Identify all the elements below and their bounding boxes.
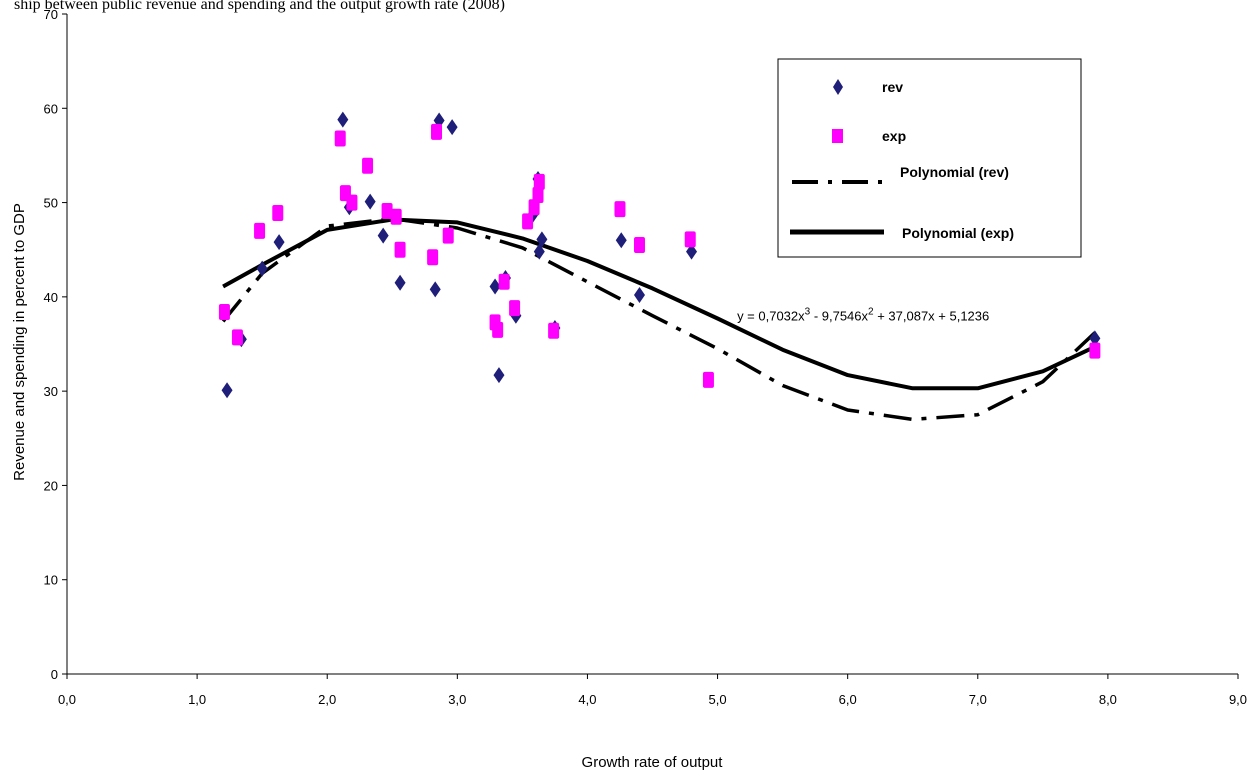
x-tick-label: 7,0	[969, 692, 987, 707]
equation-exp2: 2	[868, 306, 874, 317]
exp-point	[528, 199, 540, 216]
y-tick-label: 30	[44, 384, 58, 399]
x-axis-title: Growth rate of output	[582, 754, 724, 771]
y-tick-label: 10	[44, 573, 58, 588]
legend-poly-exp-label: Polynomial (exp)	[902, 225, 1014, 241]
exp-point	[272, 204, 284, 221]
exp-point	[381, 203, 393, 220]
exp-point	[532, 187, 544, 204]
y-ticks: 0 10 20 30 40 50 60 70	[44, 7, 67, 682]
x-tick-label: 6,0	[839, 692, 857, 707]
exp-point	[390, 208, 402, 225]
equation-mid: - 9,7546x	[810, 308, 868, 323]
exp-point	[254, 222, 266, 239]
rev-point	[633, 286, 645, 303]
exp-point	[492, 321, 504, 338]
exp-point	[334, 130, 346, 147]
rev-point	[221, 382, 233, 399]
legend-poly-rev-label: Polynomial (rev)	[900, 164, 1009, 180]
equation-prefix: y = 0,7032x	[737, 308, 805, 323]
exp-point	[427, 249, 439, 266]
legend-rev-label: rev	[882, 79, 903, 95]
exp-point	[394, 241, 406, 258]
rev-point	[489, 278, 501, 295]
rev-point	[493, 367, 505, 384]
exp-point	[533, 173, 545, 190]
exp-point	[431, 123, 443, 140]
top-caption: ship between public revenue and spending…	[14, 0, 505, 13]
rev-point	[433, 112, 445, 129]
rev-point	[536, 231, 548, 248]
exp-point	[346, 194, 358, 211]
x-tick-label: 5,0	[709, 692, 727, 707]
legend-exp-label: exp	[882, 128, 906, 144]
rev-point	[615, 232, 627, 249]
trendline-equation: y = 0,7032x3 - 9,7546x2 + 37,087x + 5,12…	[737, 306, 989, 323]
y-tick-label: 70	[44, 7, 58, 22]
x-tick-label: 9,0	[1229, 692, 1247, 707]
rev-point	[446, 119, 458, 136]
data-points	[218, 111, 1101, 399]
exp-point	[218, 303, 230, 320]
rev-point	[377, 227, 389, 244]
plot-area: 0 10 20 30 40 50 60 70 0,0 1,0 2,0 3,0 4,0 5,0 6,0 7,0…	[44, 7, 1248, 707]
exp-point	[522, 213, 534, 230]
legend-rev-marker	[833, 79, 843, 95]
y-tick-label: 40	[44, 290, 58, 305]
exp-point	[614, 201, 626, 218]
exp-point	[633, 237, 645, 253]
y-tick-label: 50	[44, 196, 58, 211]
legend: rev exp Polynomial (rev) Polynomial (exp…	[777, 58, 1082, 258]
trend-lines	[221, 216, 1097, 422]
x-ticks: 0,0 1,0 2,0 3,0 4,0 5,0 6,0 7,0 8,0 9,0	[58, 674, 1247, 707]
rev-point	[273, 234, 285, 251]
exp-point	[548, 322, 560, 339]
trend-line-rev	[221, 216, 1097, 422]
exp-point	[702, 371, 714, 388]
exp-point	[498, 273, 510, 290]
y-tick-label: 0	[51, 667, 58, 682]
rev-point	[394, 274, 406, 291]
rev-point	[256, 260, 268, 277]
rev-point	[364, 193, 376, 210]
legend-box	[777, 58, 1082, 258]
rev-point	[1089, 330, 1101, 347]
exp-point	[442, 227, 454, 244]
exp-point	[231, 329, 243, 346]
legend-exp-marker	[832, 129, 843, 143]
rev-point	[337, 111, 349, 128]
x-tick-label: 2,0	[318, 692, 336, 707]
x-tick-label: 1,0	[188, 692, 206, 707]
rev-point	[533, 243, 545, 260]
x-tick-label: 4,0	[578, 692, 596, 707]
x-tick-label: 0,0	[58, 692, 76, 707]
exp-point	[509, 300, 521, 317]
exp-point	[362, 157, 374, 174]
exp-point	[684, 231, 696, 248]
exp-point	[1089, 342, 1101, 359]
equation-exp1: 3	[805, 306, 811, 317]
rev-point	[429, 281, 441, 298]
equation-suffix: + 37,087x + 5,1236	[874, 308, 990, 323]
x-tick-label: 3,0	[448, 692, 466, 707]
trend-line-exp	[222, 217, 1096, 391]
x-tick-label: 8,0	[1099, 692, 1117, 707]
y-axis-title: Revenue and spending in percent to GDP	[11, 203, 28, 481]
y-tick-label: 20	[44, 478, 58, 493]
y-tick-label: 60	[44, 101, 58, 116]
rev-point	[686, 243, 698, 260]
